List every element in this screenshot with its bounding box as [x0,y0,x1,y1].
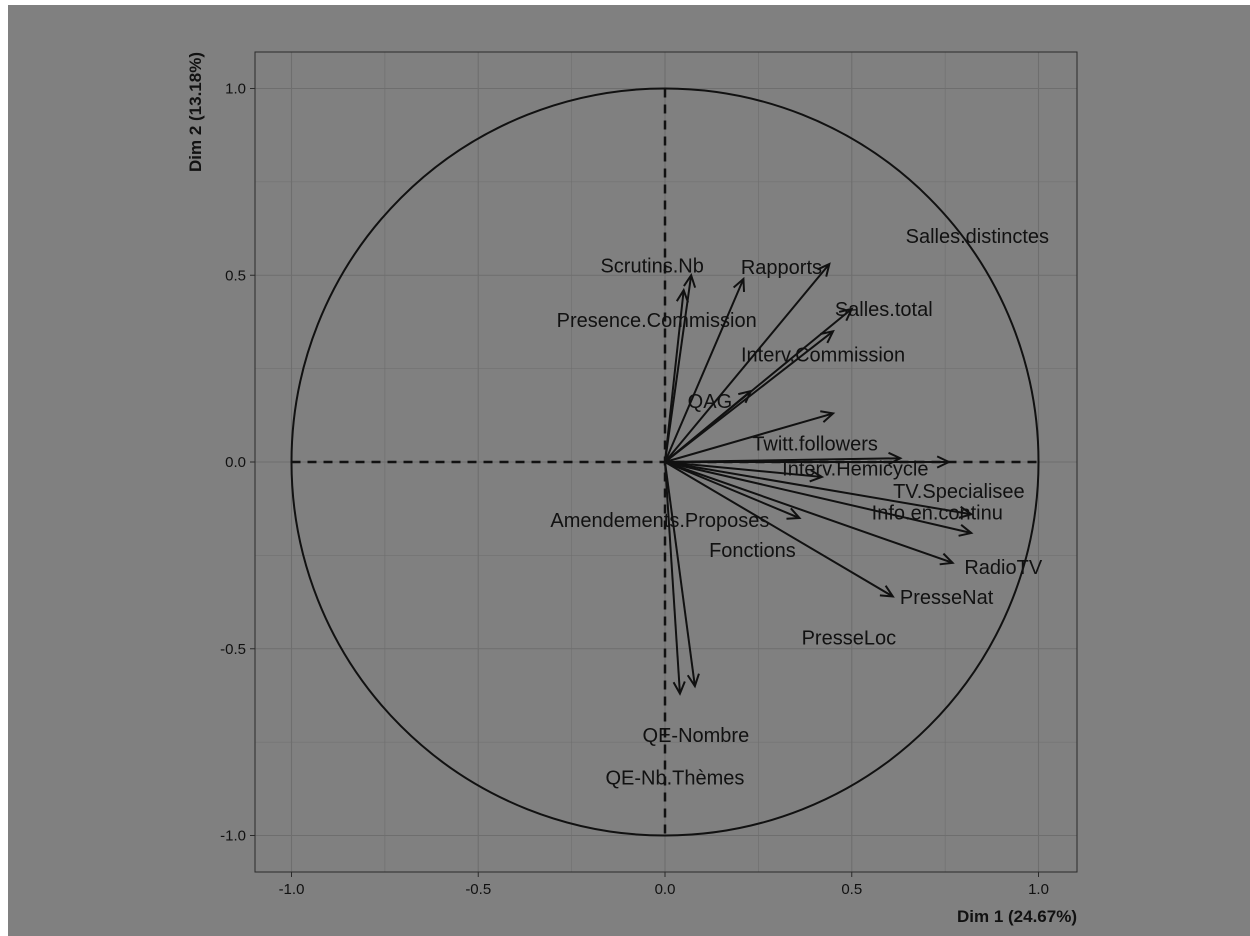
x-tick-label: -0.5 [465,881,491,898]
arrowhead-TV.Specialisee [936,455,952,469]
vector-Salles.distinctes [664,263,831,463]
x-tick-label: 0.5 [841,881,862,898]
y-tick-label: 0.5 [225,267,246,284]
label-Interv.Commission: Interv.Commission [741,344,905,366]
x-tick-label: 1.0 [1028,881,1049,898]
axis-ticks: -1.0 -0.5 0.0 0.5 1.0 -1.0 -0.5 0.0 0.5 1.0 [220,81,1049,899]
vector-Fonctions [664,461,800,519]
vector-Amendements.Proposes [664,461,822,478]
arrowhead-Amendements.Proposes [809,469,825,483]
label-Salles.distinctes: Salles.distinctes [906,226,1049,248]
variable-labels: Salles.distinctes Scrutins.Nb Rapports Pres… [550,226,1049,790]
pca-figure: Salles.distinctes Scrutins.Nb Rapports Pres… [8,5,1250,936]
arrowhead-RadioTV [958,524,974,537]
label-TV.Specialisee: TV.Specialisee [893,481,1025,503]
arrowhead-Salles.distinctes [817,262,831,277]
arrowhead-Twitt.followers [820,410,836,423]
label-QE-Nombre: QE-Nombre [643,725,750,747]
arrowhead-Scrutins.Nb [683,272,697,288]
variable-vectors [664,262,974,696]
y-tick-label: -0.5 [220,641,246,658]
vector-RadioTV [664,461,972,534]
arrowhead-Info.en.continu [958,505,974,519]
label-Interv.Hemicycle: Interv.Hemicycle [782,458,928,480]
label-Info.en.continu: Info.en.continu [872,502,1003,524]
y-tick-label: 0.0 [225,454,246,471]
arrowhead-QE-Nombre [686,673,700,689]
label-Amendements.Proposes: Amendements.Proposes [550,510,769,532]
label-Scrutins.Nb: Scrutins.Nb [600,255,703,277]
label-Fonctions: Fonctions [709,540,796,562]
pca-chart: Salles.distinctes Scrutins.Nb Rapports Pres… [186,51,1078,926]
arrowhead-PresseLoc [879,585,895,598]
vector-PresseLoc [664,461,894,598]
y-tick-label: -1.0 [220,828,246,845]
label-QAG: QAG [688,391,732,413]
label-Rapports: Rapports [741,257,822,279]
vector-Twitt.followers [664,412,834,463]
arrowhead-QAG [738,389,753,404]
label-Presence.Commission: Presence.Commission [557,310,757,332]
x-tick-label: 0.0 [655,881,676,898]
label-Salles.total: Salles.total [835,299,933,321]
label-QE-Nb.Thèmes: QE-Nb.Thèmes [605,768,744,790]
vector-QE-Nb.Thèmes [664,461,681,694]
vector-QE-Nombre [664,461,696,687]
arrowhead-Presence.Commission [675,287,689,303]
x-tick-label: -1.0 [279,881,305,898]
x-axis-title: Dim 1 (24.67%) [957,907,1077,926]
label-Twitt.followers: Twitt.followers [752,433,878,455]
vector-QAG [664,390,752,463]
label-PresseLoc: PresseLoc [802,627,897,649]
arrowhead-Fonctions [786,507,802,520]
label-PresseNat: PresseNat [900,587,994,609]
vector-PresseNat [664,461,953,564]
arrowhead-Rapports [732,276,746,293]
y-axis-title: Dim 2 (13.18%) [186,52,205,172]
arrowhead-QE-Nb.Thèmes [672,681,686,696]
y-tick-label: 1.0 [225,81,246,98]
vector-Info.en.continu [664,461,972,516]
vector-Presence.Commission [664,290,685,463]
arrowhead-Salles.total [838,307,854,322]
label-RadioTV: RadioTV [964,557,1042,579]
arrowhead-Interv.Commission [820,329,835,344]
vector-Rapports [664,278,745,463]
arrowhead-PresseNat [939,552,955,566]
